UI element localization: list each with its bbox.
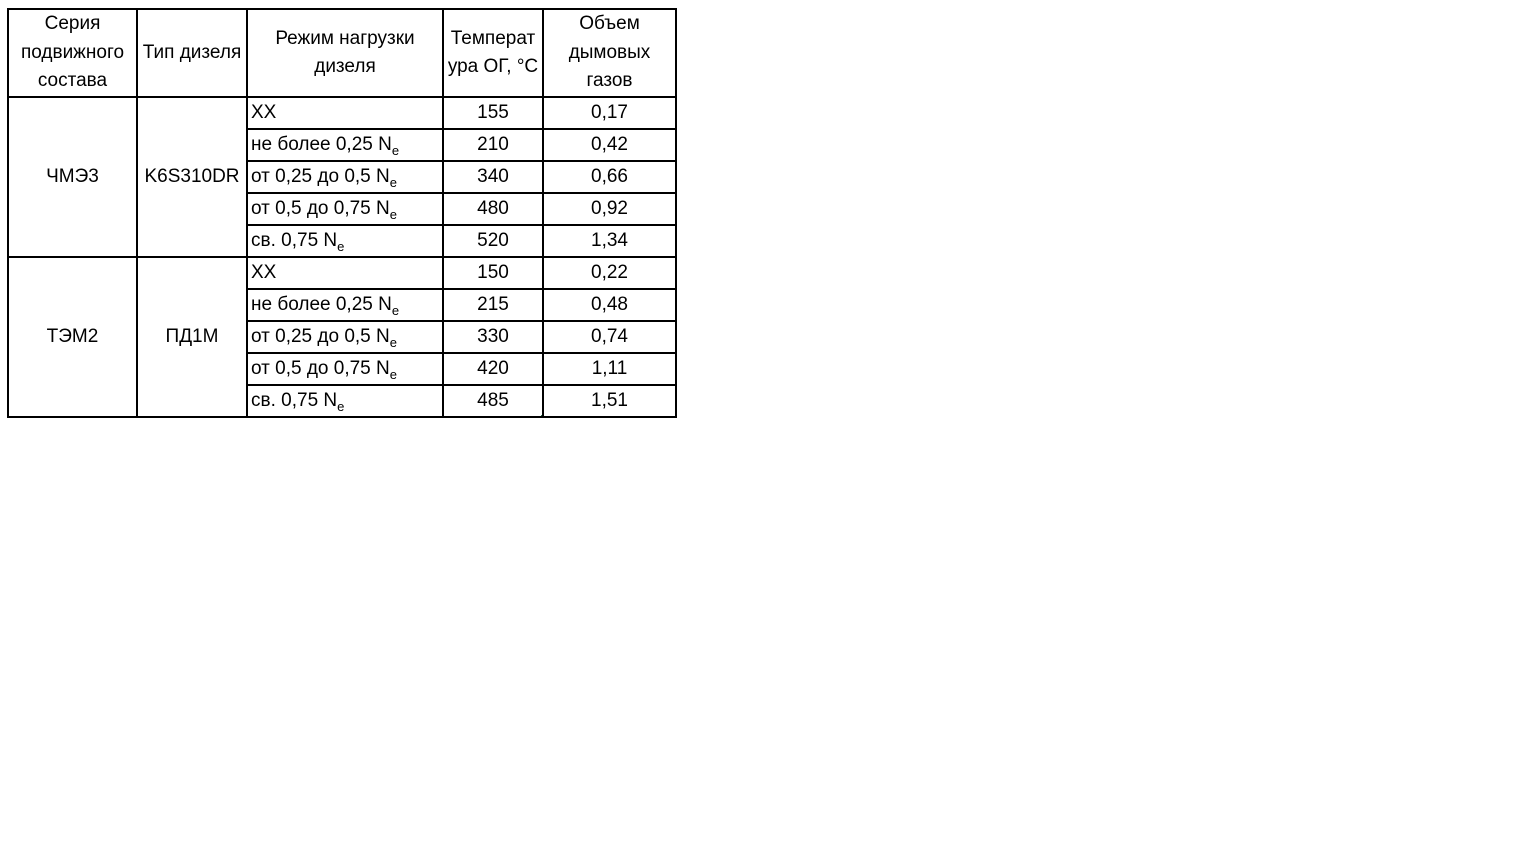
cell-load-mode[interactable]: от 0,25 до 0,5 Ne: [246, 160, 444, 194]
cell-volume[interactable]: 0,42: [542, 128, 677, 162]
header-series[interactable]: Серия подвижного состава: [7, 8, 138, 98]
cell-diesel-type-pd1m[interactable]: ПД1М: [136, 256, 248, 418]
cell-temperature-selected[interactable]: 485: [442, 384, 544, 418]
mode-text: от 0,5 до 0,75 N: [251, 198, 390, 219]
mode-text: не более 0,25 N: [251, 294, 392, 315]
fill-handle[interactable]: [540, 414, 541, 415]
table-row: ТЭМ2 ПД1М ХХ 150 0,22: [7, 256, 677, 418]
header-volume[interactable]: Объем дымовых газов: [542, 8, 677, 98]
cell-load-mode[interactable]: ХХ: [246, 96, 444, 130]
cell-temperature[interactable]: 420: [442, 352, 544, 386]
cell-temperature[interactable]: 340: [442, 160, 544, 194]
header-load-mode[interactable]: Режим нагрузки дизеля: [246, 8, 444, 98]
mode-subscript: e: [391, 142, 400, 158]
cell-volume[interactable]: 1,51: [542, 384, 677, 418]
table-row: ЧМЭ3 K6S310DR ХХ 155 0,17: [7, 96, 677, 258]
header-temperature[interactable]: Температура ОГ, °С: [442, 8, 544, 98]
mode-text: св. 0,75 N: [251, 390, 338, 411]
cell-volume[interactable]: 1,11: [542, 352, 677, 386]
table-row: от 0,25 до 0,5 Ne 340 0,66: [8, 160, 677, 194]
cell-load-mode[interactable]: св. 0,75 Ne: [246, 384, 444, 418]
cell-volume[interactable]: 0,48: [542, 288, 677, 322]
mode-subscript: e: [337, 238, 345, 254]
table-row: от 0,5 до 0,75 Ne 420 1,11: [8, 352, 677, 386]
spreadsheet-area: Серия подвижного состава Тип дизеля Режи…: [0, 0, 1536, 418]
mode-text: ХХ: [251, 102, 277, 123]
mode-subscript: e: [337, 398, 345, 414]
mode-text: ХХ: [251, 262, 277, 283]
cell-volume[interactable]: 0,92: [542, 192, 677, 226]
mode-text: от 0,5 до 0,75 N: [251, 358, 390, 379]
cell-load-mode[interactable]: св. 0,75 Ne: [246, 224, 444, 258]
cell-diesel-type-k6s310dr[interactable]: K6S310DR: [136, 96, 248, 258]
table-row: св. 0,75 Ne 520 1,34: [8, 224, 677, 258]
cell-volume[interactable]: 0,74: [542, 320, 677, 354]
table-row: не более 0,25 Ne 215 0,48: [8, 288, 677, 322]
cell-temperature[interactable]: 150: [442, 256, 544, 290]
data-table: Серия подвижного состава Тип дизеля Режи…: [7, 8, 677, 418]
cell-load-mode[interactable]: от 0,5 до 0,75 Ne: [246, 192, 444, 226]
cell-load-mode[interactable]: не более 0,25 Ne: [246, 288, 444, 322]
cell-volume[interactable]: 0,17: [542, 96, 677, 130]
table-row: от 0,25 до 0,5 Ne 330 0,74: [8, 320, 677, 354]
mode-subscript: e: [389, 206, 397, 222]
mode-text: от 0,25 до 0,5 N: [251, 166, 390, 187]
mode-subscript: e: [389, 334, 397, 350]
table-row: св. 0,75 Ne 485 1,51: [8, 384, 677, 418]
cell-temperature[interactable]: 155: [442, 96, 544, 130]
cell-volume[interactable]: 0,66: [542, 160, 677, 194]
cell-series-chme3[interactable]: ЧМЭ3: [7, 96, 138, 258]
mode-subscript: e: [389, 366, 397, 382]
cell-volume[interactable]: 1,34: [542, 224, 677, 258]
cell-series-tem2[interactable]: ТЭМ2: [7, 256, 138, 418]
cell-temperature[interactable]: 520: [442, 224, 544, 258]
table-row: от 0,5 до 0,75 Ne 480 0,92: [8, 192, 677, 226]
cell-temperature[interactable]: 330: [442, 320, 544, 354]
cell-temperature[interactable]: 215: [442, 288, 544, 322]
mode-subscript: e: [389, 174, 397, 190]
header-diesel-type[interactable]: Тип дизеля: [136, 8, 248, 98]
cell-load-mode[interactable]: от 0,25 до 0,5 Ne: [246, 320, 444, 354]
mode-text: от 0,25 до 0,5 N: [251, 326, 390, 347]
table-header-row: Серия подвижного состава Тип дизеля Режи…: [7, 8, 677, 98]
cell-load-mode[interactable]: от 0,5 до 0,75 Ne: [246, 352, 444, 386]
mode-text: не более 0,25 N: [251, 134, 392, 155]
cell-load-mode[interactable]: не более 0,25 Ne: [246, 128, 444, 162]
cell-load-mode[interactable]: ХХ: [246, 256, 444, 290]
cell-volume[interactable]: 0,22: [542, 256, 677, 290]
selected-cell-value: 485: [477, 390, 509, 411]
cell-temperature[interactable]: 210: [442, 128, 544, 162]
mode-subscript: e: [391, 302, 400, 318]
mode-text: св. 0,75 N: [251, 230, 338, 251]
cell-temperature[interactable]: 480: [442, 192, 544, 226]
table-row: не более 0,25 Ne 210 0,42: [8, 128, 677, 162]
